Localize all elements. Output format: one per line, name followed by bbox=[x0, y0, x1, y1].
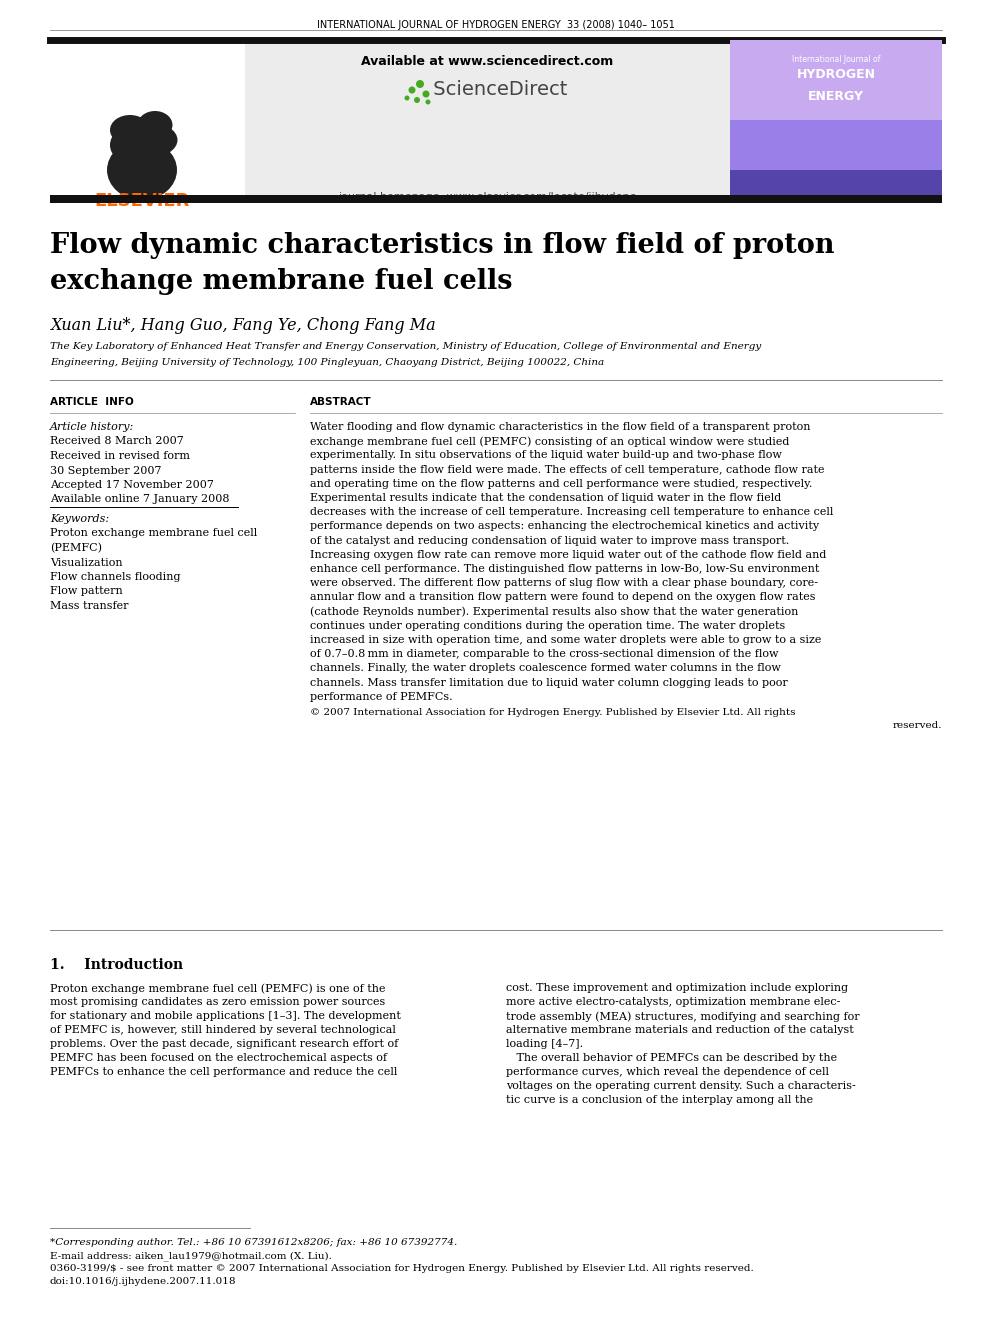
Text: Experimental results indicate that the condensation of liquid water in the flow : Experimental results indicate that the c… bbox=[310, 493, 782, 503]
Circle shape bbox=[405, 95, 410, 101]
Text: performance depends on two aspects: enhancing the electrochemical kinetics and a: performance depends on two aspects: enha… bbox=[310, 521, 819, 532]
Text: PEMFCs to enhance the cell performance and reduce the cell: PEMFCs to enhance the cell performance a… bbox=[50, 1068, 398, 1077]
Text: Keywords:: Keywords: bbox=[50, 515, 109, 524]
Text: 30 September 2007: 30 September 2007 bbox=[50, 466, 162, 475]
Text: increased in size with operation time, and some water droplets were able to grow: increased in size with operation time, a… bbox=[310, 635, 821, 646]
Text: HYDROGEN: HYDROGEN bbox=[797, 67, 876, 81]
Text: Visualization: Visualization bbox=[50, 557, 123, 568]
Bar bbox=[730, 40, 942, 120]
Text: channels. Finally, the water droplets coalescence formed water columns in the fl: channels. Finally, the water droplets co… bbox=[310, 663, 781, 673]
Text: The overall behavior of PEMFCs can be described by the: The overall behavior of PEMFCs can be de… bbox=[506, 1053, 837, 1062]
Text: Received in revised form: Received in revised form bbox=[50, 451, 190, 460]
Text: E-mail address: aiken_lau1979@hotmail.com (X. Liu).: E-mail address: aiken_lau1979@hotmail.co… bbox=[50, 1252, 332, 1261]
Text: of the catalyst and reducing condensation of liquid water to improve mass transp: of the catalyst and reducing condensatio… bbox=[310, 536, 790, 545]
Text: (PEMFC): (PEMFC) bbox=[50, 542, 102, 553]
Text: performance of PEMFCs.: performance of PEMFCs. bbox=[310, 692, 452, 701]
Text: International Journal of: International Journal of bbox=[792, 56, 880, 64]
Text: ABSTRACT: ABSTRACT bbox=[310, 397, 372, 407]
Text: ELSEVIER: ELSEVIER bbox=[94, 192, 189, 210]
Text: Accepted 17 November 2007: Accepted 17 November 2007 bbox=[50, 480, 214, 490]
Text: decreases with the increase of cell temperature. Increasing cell temperature to : decreases with the increase of cell temp… bbox=[310, 507, 833, 517]
Circle shape bbox=[409, 86, 416, 94]
Bar bbox=[138, 169, 146, 194]
Text: experimentally. In situ observations of the liquid water build-up and two-phase : experimentally. In situ observations of … bbox=[310, 450, 782, 460]
Text: continues under operating conditions during the operation time. The water drople: continues under operating conditions dur… bbox=[310, 620, 786, 631]
Text: exchange membrane fuel cell (PEMFC) consisting of an optical window were studied: exchange membrane fuel cell (PEMFC) cons… bbox=[310, 437, 790, 447]
Ellipse shape bbox=[110, 115, 150, 146]
Text: patterns inside the flow field were made. The effects of cell temperature, catho: patterns inside the flow field were made… bbox=[310, 464, 824, 475]
Bar bbox=[730, 169, 942, 200]
Text: performance curves, which reveal the dependence of cell: performance curves, which reveal the dep… bbox=[506, 1068, 829, 1077]
Bar bbox=[50, 194, 942, 202]
Bar bbox=[730, 40, 942, 200]
Ellipse shape bbox=[138, 111, 173, 139]
Text: channels. Mass transfer limitation due to liquid water column clogging leads to : channels. Mass transfer limitation due t… bbox=[310, 677, 788, 688]
Text: INTERNATIONAL JOURNAL OF HYDROGEN ENERGY  33 (2008) 1040– 1051: INTERNATIONAL JOURNAL OF HYDROGEN ENERGY… bbox=[317, 20, 675, 30]
Circle shape bbox=[416, 79, 424, 89]
Text: reserved.: reserved. bbox=[893, 721, 942, 730]
Text: Mass transfer: Mass transfer bbox=[50, 601, 129, 611]
Text: and operating time on the flow patterns and cell performance were studied, respe: and operating time on the flow patterns … bbox=[310, 479, 812, 488]
Text: © 2007 International Association for Hydrogen Energy. Published by Elsevier Ltd.: © 2007 International Association for Hyd… bbox=[310, 708, 796, 717]
Text: cost. These improvement and optimization include exploring: cost. These improvement and optimization… bbox=[506, 983, 848, 994]
Text: ENERGY: ENERGY bbox=[808, 90, 864, 103]
Text: Flow channels flooding: Flow channels flooding bbox=[50, 572, 181, 582]
Circle shape bbox=[423, 90, 430, 98]
Text: (cathode Reynolds number). Experimental results also show that the water generat: (cathode Reynolds number). Experimental … bbox=[310, 607, 799, 617]
Ellipse shape bbox=[110, 124, 160, 165]
Text: Engineering, Beijing University of Technology, 100 Pingleyuan, Chaoyang District: Engineering, Beijing University of Techn… bbox=[50, 359, 604, 366]
Ellipse shape bbox=[107, 140, 177, 200]
Text: of PEMFC is, however, still hindered by several technological: of PEMFC is, however, still hindered by … bbox=[50, 1025, 396, 1035]
Text: Flow dynamic characteristics in flow field of proton: Flow dynamic characteristics in flow fie… bbox=[50, 232, 834, 259]
Bar bbox=[245, 40, 730, 200]
Text: problems. Over the past decade, significant research effort of: problems. Over the past decade, signific… bbox=[50, 1039, 398, 1049]
Circle shape bbox=[426, 99, 431, 105]
Text: annular flow and a transition flow pattern were found to depend on the oxygen fl: annular flow and a transition flow patte… bbox=[310, 593, 815, 602]
Text: Proton exchange membrane fuel cell: Proton exchange membrane fuel cell bbox=[50, 528, 257, 538]
Text: 1.    Introduction: 1. Introduction bbox=[50, 958, 184, 972]
Text: Available at www.sciencedirect.com: Available at www.sciencedirect.com bbox=[361, 56, 613, 67]
Text: Article history:: Article history: bbox=[50, 422, 134, 433]
Text: Water flooding and flow dynamic characteristics in the flow field of a transpare: Water flooding and flow dynamic characte… bbox=[310, 422, 810, 433]
Text: were observed. The different flow patterns of slug flow with a clear phase bound: were observed. The different flow patter… bbox=[310, 578, 818, 589]
Text: Increasing oxygen flow rate can remove more liquid water out of the cathode flow: Increasing oxygen flow rate can remove m… bbox=[310, 550, 826, 560]
Text: PEMFC has been focused on the electrochemical aspects of: PEMFC has been focused on the electroche… bbox=[50, 1053, 387, 1062]
Bar bbox=[730, 120, 942, 169]
Text: more active electro-catalysts, optimization membrane elec-: more active electro-catalysts, optimizat… bbox=[506, 998, 840, 1007]
Ellipse shape bbox=[122, 123, 178, 157]
Text: journal homepage: www.elsevier.com/locate/ijhydene: journal homepage: www.elsevier.com/locat… bbox=[337, 192, 636, 202]
Text: of 0.7–0.8 mm in diameter, comparable to the cross-sectional dimension of the fl: of 0.7–0.8 mm in diameter, comparable to… bbox=[310, 650, 779, 659]
Text: voltages on the operating current density. Such a characteris-: voltages on the operating current densit… bbox=[506, 1081, 856, 1091]
Circle shape bbox=[414, 97, 420, 103]
Text: Received 8 March 2007: Received 8 March 2007 bbox=[50, 437, 184, 446]
Text: Xuan Liu*, Hang Guo, Fang Ye, Chong Fang Ma: Xuan Liu*, Hang Guo, Fang Ye, Chong Fang… bbox=[50, 318, 435, 333]
Text: loading [4–7].: loading [4–7]. bbox=[506, 1039, 583, 1049]
Text: doi:10.1016/j.ijhydene.2007.11.018: doi:10.1016/j.ijhydene.2007.11.018 bbox=[50, 1277, 236, 1286]
Text: tic curve is a conclusion of the interplay among all the: tic curve is a conclusion of the interpl… bbox=[506, 1095, 813, 1105]
Text: alternative membrane materials and reduction of the catalyst: alternative membrane materials and reduc… bbox=[506, 1025, 854, 1035]
Text: most promising candidates as zero emission power sources: most promising candidates as zero emissi… bbox=[50, 998, 385, 1007]
Text: ScienceDirect: ScienceDirect bbox=[427, 79, 567, 99]
Text: Proton exchange membrane fuel cell (PEMFC) is one of the: Proton exchange membrane fuel cell (PEMF… bbox=[50, 983, 386, 994]
Text: trode assembly (MEA) structures, modifying and searching for: trode assembly (MEA) structures, modifyi… bbox=[506, 1011, 860, 1021]
Bar bbox=[50, 40, 245, 200]
Text: 0360-3199/$ - see front matter © 2007 International Association for Hydrogen Ene: 0360-3199/$ - see front matter © 2007 In… bbox=[50, 1263, 754, 1273]
Text: for stationary and mobile applications [1–3]. The development: for stationary and mobile applications [… bbox=[50, 1011, 401, 1021]
Text: exchange membrane fuel cells: exchange membrane fuel cells bbox=[50, 269, 513, 295]
Text: ARTICLE  INFO: ARTICLE INFO bbox=[50, 397, 134, 407]
Text: enhance cell performance. The distinguished flow patterns in low-Bo, low-Su envi: enhance cell performance. The distinguis… bbox=[310, 564, 819, 574]
Text: Flow pattern: Flow pattern bbox=[50, 586, 123, 597]
Text: The Key Laboratory of Enhanced Heat Transfer and Energy Conservation, Ministry o: The Key Laboratory of Enhanced Heat Tran… bbox=[50, 343, 761, 351]
Text: Available online 7 January 2008: Available online 7 January 2008 bbox=[50, 495, 229, 504]
Text: *Corresponding author. Tel.: +86 10 67391612x8206; fax: +86 10 67392774.: *Corresponding author. Tel.: +86 10 6739… bbox=[50, 1238, 457, 1248]
